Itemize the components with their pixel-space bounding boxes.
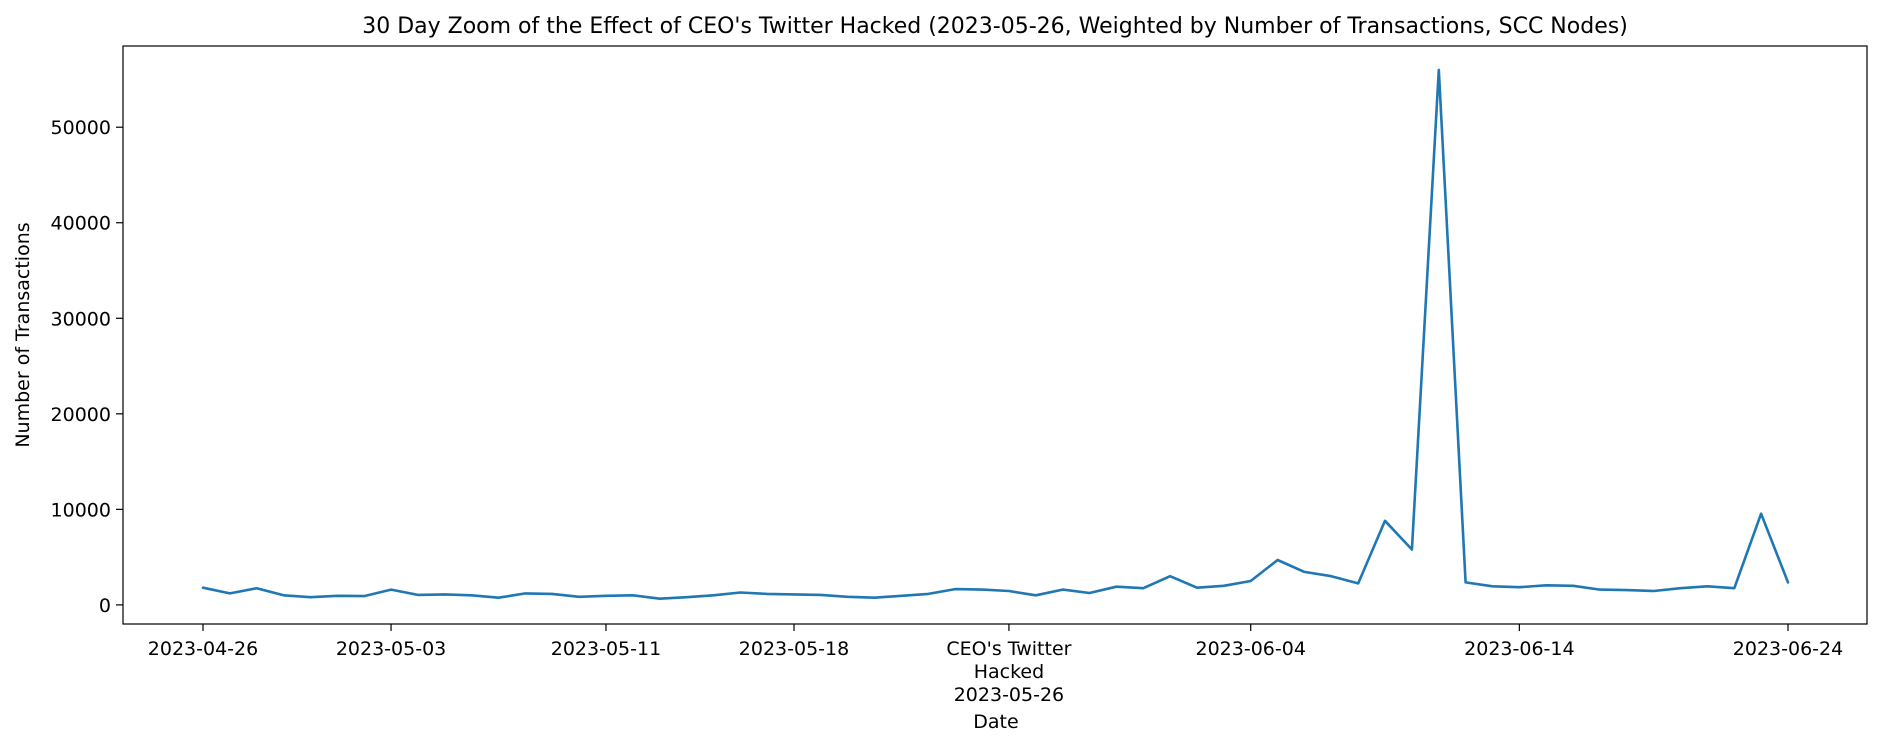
- series-layer: [201, 68, 1790, 601]
- x-tick-label: 2023-05-18: [739, 638, 849, 660]
- x-tick-label: 2023-06-24: [1733, 638, 1843, 660]
- y-tick-label: 50000: [51, 117, 111, 139]
- x-tick-label: CEO's Twitter Hacked 2023-05-26: [946, 638, 1071, 706]
- y-axis-label: Number of Transactions: [12, 222, 34, 447]
- x-tick-label: 2023-04-26: [148, 638, 258, 660]
- series-line: [201, 68, 1790, 601]
- y-tick-label: 0: [99, 595, 111, 617]
- y-tick-label: 30000: [51, 308, 111, 330]
- y-tick-label: 20000: [51, 404, 111, 426]
- y-tick-label: 40000: [51, 213, 111, 235]
- x-tick-label: 2023-06-04: [1196, 638, 1306, 660]
- y-tick-label: 10000: [51, 499, 111, 521]
- x-tick-label: 2023-06-14: [1464, 638, 1574, 660]
- x-tick-label: 2023-05-03: [336, 638, 446, 660]
- y-axis-ticks: 0 10000 20000 30000 40000 50000: [51, 117, 123, 617]
- x-tick-label: 2023-05-11: [551, 638, 661, 660]
- x-axis-label: Date: [973, 711, 1018, 733]
- plot-frame: [122, 45, 1868, 625]
- x-axis-ticks: 2023-04-26 2023-05-03 2023-05-11 2023-05-18…: [148, 624, 1843, 706]
- chart-title: 30 Day Zoom of the Effect of CEO's Twitt…: [362, 14, 1628, 39]
